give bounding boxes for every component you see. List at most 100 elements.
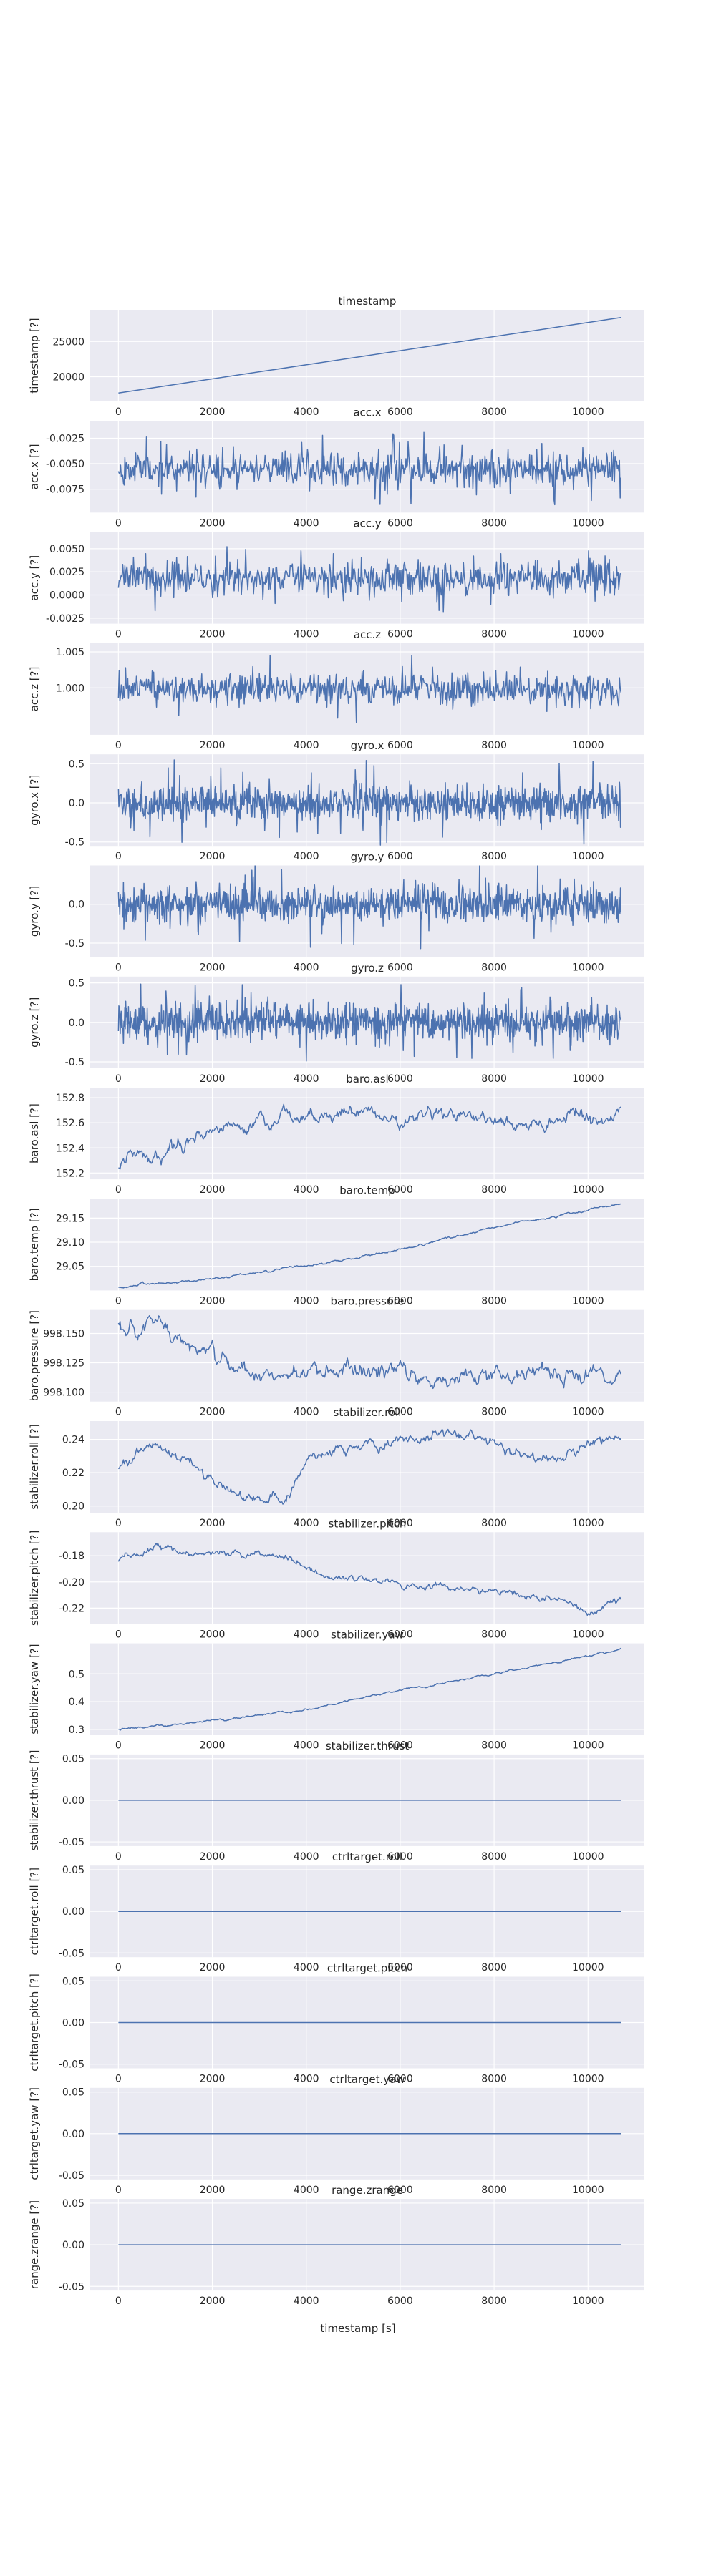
x-tick-label: 8000: [481, 1407, 507, 1418]
x-tick-label: 0: [115, 2185, 122, 2196]
y-tick-label: 0.4: [69, 1697, 84, 1708]
subplot-gyro-y: 0 2000 4000 6000 8000 10000 -0.5 0.0 gyro.y gyro.…: [28, 851, 644, 974]
y-tick-label: -0.5: [65, 938, 84, 950]
y-tick-label: 29.10: [56, 1237, 84, 1249]
y-tick-label: 0.00: [62, 1906, 84, 1918]
x-tick-label: 8000: [481, 517, 507, 529]
x-tick-label: 2000: [200, 629, 226, 640]
x-tick-label: 8000: [481, 2185, 507, 2196]
y-tick-label: -0.22: [59, 1603, 84, 1614]
x-tick-label: 4000: [294, 2185, 319, 2196]
x-tick-label: 2000: [200, 740, 226, 751]
y-tick-label: 0.3: [69, 1724, 84, 1736]
subplot-ctrltarget-yaw: 0 2000 4000 6000 8000 10000 -0.05 0.00 0.05 ctrlt…: [28, 2073, 644, 2196]
subplot-ctrltarget-pitch: 0 2000 4000 6000 8000 10000 -0.05 0.00 0.05 ctrlt…: [28, 1962, 644, 2085]
x-tick-label: 4000: [294, 1295, 319, 1307]
y-axis-label: gyro.x [?]: [28, 775, 41, 826]
x-tick-label: 0: [115, 1073, 122, 1085]
y-tick-label: -0.05: [59, 1948, 84, 1959]
y-tick-label: -0.0025: [46, 433, 84, 444]
x-tick-label: 8000: [481, 1851, 507, 1863]
y-axis-label: ctrltarget.roll [?]: [28, 1868, 41, 1956]
subplot-stabilizer-thrust: 0 2000 4000 6000 8000 10000 -0.05 0.00 0.05 stabi…: [28, 1740, 644, 1863]
subplot-title: gyro.z: [351, 962, 384, 975]
subplot-acc-x: 0 2000 4000 6000 8000 10000 -0.0075 -0.0050 -0.0…: [28, 406, 644, 529]
x-tick-label: 4000: [294, 2074, 319, 2085]
x-tick-label: 2000: [200, 851, 226, 862]
y-tick-label: -0.05: [59, 2059, 84, 2071]
x-tick-label: 6000: [387, 1295, 413, 1307]
x-tick-label: 2000: [200, 962, 226, 974]
y-axis-label: timestamp [?]: [28, 318, 41, 393]
y-tick-label: 0.05: [62, 2198, 84, 2210]
x-tick-label: 0: [115, 1518, 122, 1529]
x-tick-label: 4000: [294, 1407, 319, 1418]
x-tick-label: 6000: [387, 1407, 413, 1418]
y-tick-label: 0.05: [62, 1976, 84, 1987]
y-tick-label: 152.4: [56, 1143, 84, 1154]
x-tick-label: 0: [115, 2074, 122, 2085]
y-tick-label: 0.5: [69, 978, 84, 990]
x-tick-label: 2000: [200, 2074, 226, 2085]
x-tick-label: 2000: [200, 1851, 226, 1863]
series-line: [117, 546, 621, 613]
y-tick-label: 20000: [52, 372, 84, 384]
x-tick-label: 4000: [294, 517, 319, 529]
series-line: [117, 1543, 621, 1616]
x-tick-label: 0: [115, 406, 122, 418]
x-tick-label: 6000: [387, 1740, 413, 1752]
x-tick-label: 6000: [387, 2185, 413, 2196]
y-axis-label: stabilizer.pitch [?]: [28, 1531, 41, 1626]
x-tick-label: 4000: [294, 851, 319, 862]
plot-area: [90, 1421, 644, 1513]
x-tick-label: 8000: [481, 1073, 507, 1085]
y-tick-label: 152.2: [56, 1168, 84, 1179]
x-tick-label: 2000: [200, 1740, 226, 1752]
x-tick-label: 4000: [294, 2296, 319, 2307]
y-tick-label: -0.5: [65, 1057, 84, 1068]
y-tick-label: 0.22: [62, 1468, 84, 1479]
y-tick-label: 998.100: [43, 1387, 84, 1399]
x-tick-label: 6000: [387, 517, 413, 529]
x-tick-label: 0: [115, 962, 122, 974]
y-tick-label: 0.05: [62, 2087, 84, 2099]
subplot-title: stabilizer.pitch: [329, 1517, 407, 1530]
y-axis-label: acc.x [?]: [28, 444, 41, 489]
subplot-gyro-x: 0 2000 4000 6000 8000 10000 -0.5 0.0 0.5 gyro.x gy…: [28, 739, 644, 862]
subplot-title: gyro.y: [351, 851, 384, 864]
subplot-title: baro.pressure: [330, 1295, 404, 1308]
subplot-title: acc.z: [354, 628, 381, 641]
y-tick-label: 0.05: [62, 1865, 84, 1876]
x-tick-label: 10000: [572, 406, 604, 418]
y-tick-label: -0.05: [59, 1837, 84, 1848]
x-tick-label: 4000: [294, 1851, 319, 1863]
plot-area: [90, 1199, 644, 1291]
x-tick-label: 2000: [200, 1184, 226, 1196]
x-tick-label: 10000: [572, 1073, 604, 1085]
x-tick-label: 4000: [294, 1629, 319, 1640]
x-tick-label: 10000: [572, 2296, 604, 2307]
subplot-title: acc.x: [353, 406, 381, 419]
y-axis-label: baro.asl [?]: [28, 1103, 41, 1163]
x-tick-label: 10000: [572, 2185, 604, 2196]
subplot-stabilizer-yaw: 0 2000 4000 6000 8000 10000 0.3 0.4 0.5 stabilize…: [28, 1629, 644, 1752]
y-tick-label: 0.0000: [49, 590, 84, 602]
y-tick-label: 29.05: [56, 1262, 84, 1273]
x-tick-label: 8000: [481, 1962, 507, 1974]
x-tick-label: 10000: [572, 740, 604, 751]
subplot-title: stabilizer.yaw: [331, 1629, 404, 1641]
x-tick-label: 0: [115, 629, 122, 640]
y-axis-label: ctrltarget.yaw [?]: [28, 2087, 41, 2180]
x-tick-label: 6000: [387, 629, 413, 640]
y-axis-label: stabilizer.thrust [?]: [28, 1750, 41, 1851]
y-tick-label: 1.000: [56, 683, 84, 694]
subplot-stack: 0 2000 4000 6000 8000 100002000025000timestam…: [28, 295, 644, 2307]
x-tick-label: 6000: [387, 740, 413, 751]
x-tick-label: 10000: [572, 1629, 604, 1640]
x-tick-label: 0: [115, 1851, 122, 1863]
x-tick-label: 10000: [572, 1851, 604, 1863]
x-tick-label: 6000: [387, 1073, 413, 1085]
x-tick-label: 10000: [572, 962, 604, 974]
x-tick-label: 0: [115, 1629, 122, 1640]
x-tick-label: 6000: [387, 2074, 413, 2085]
